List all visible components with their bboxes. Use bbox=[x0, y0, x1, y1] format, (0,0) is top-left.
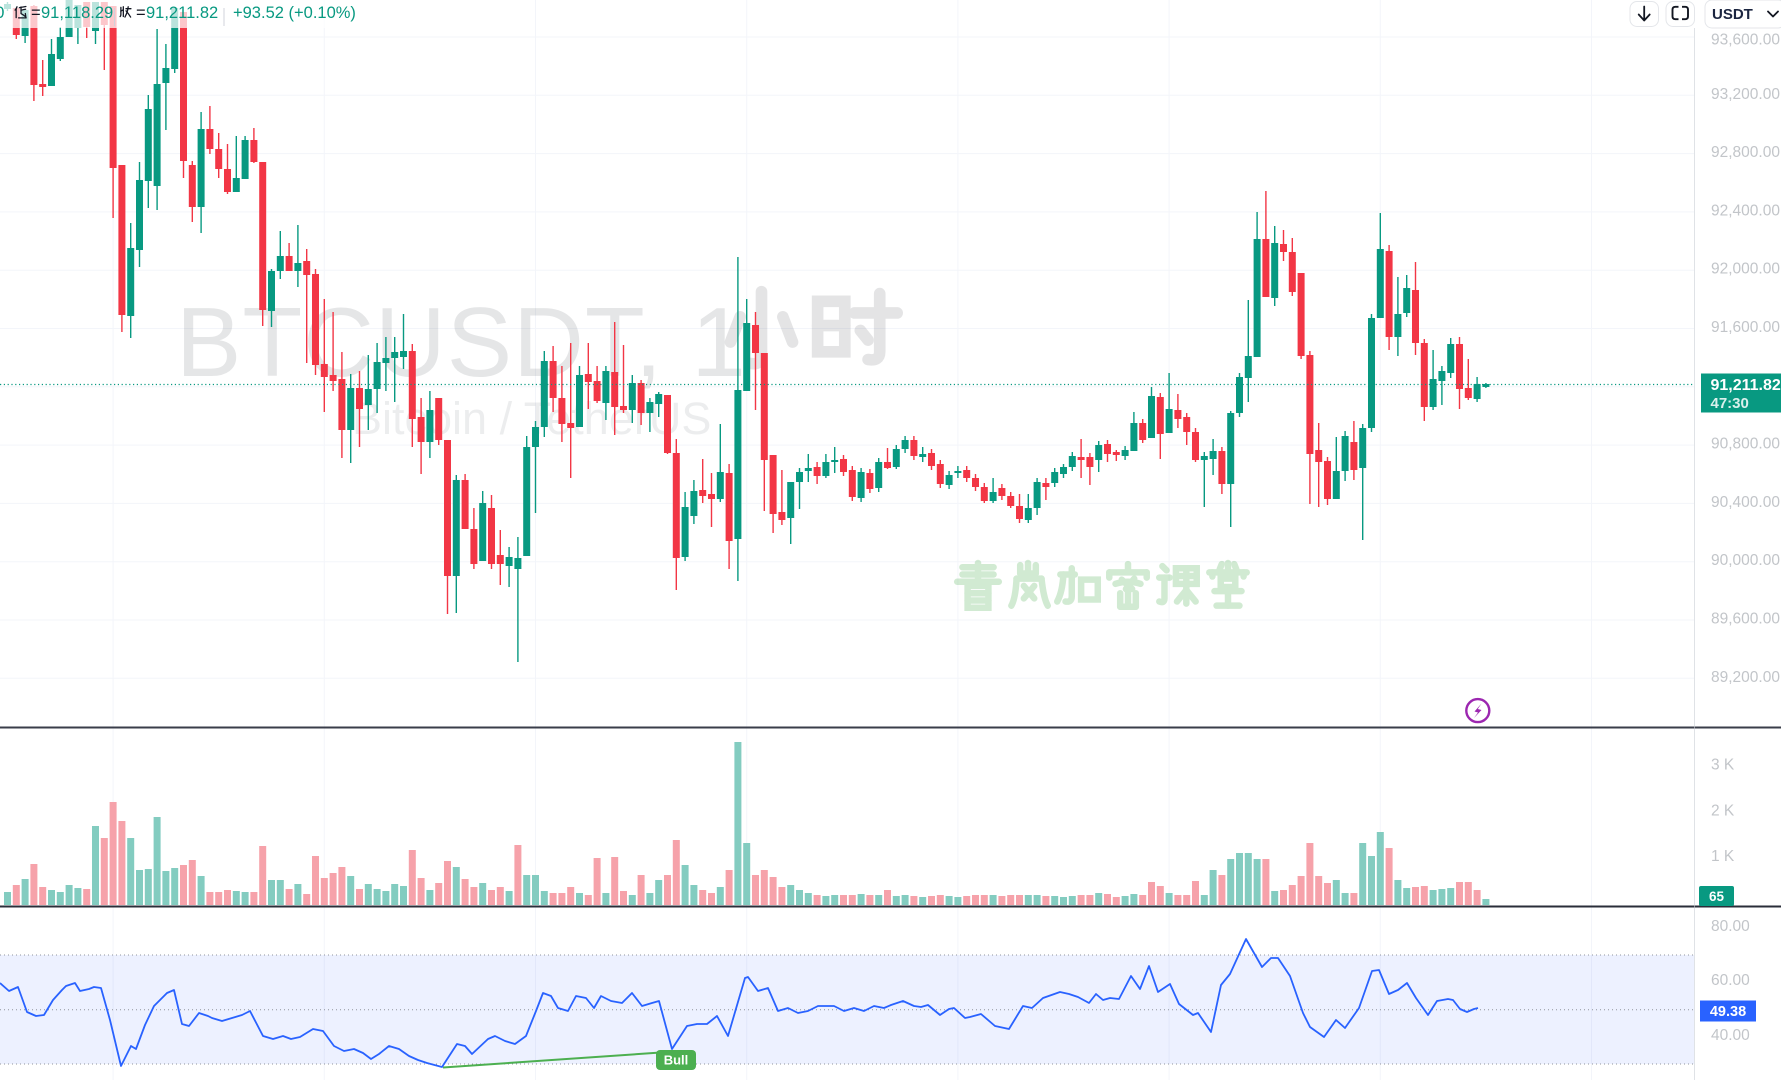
svg-text:93,600.00: 93,600.00 bbox=[1711, 32, 1780, 49]
svg-text:47:30: 47:30 bbox=[1711, 395, 1749, 412]
svg-text:1 K: 1 K bbox=[1711, 848, 1735, 865]
svg-text:91,211.82: 91,211.82 bbox=[146, 4, 218, 22]
svg-text:USDT: USDT bbox=[1712, 6, 1753, 23]
svg-text:=: = bbox=[31, 4, 41, 22]
svg-text:93,200.00: 93,200.00 bbox=[1711, 86, 1780, 103]
svg-text:89,600.00: 89,600.00 bbox=[1711, 611, 1780, 628]
svg-text:91,118.29: 91,118.29 bbox=[41, 4, 113, 22]
svg-text:90,400.00: 90,400.00 bbox=[1711, 494, 1780, 511]
svg-text:Bull: Bull bbox=[664, 1053, 689, 1068]
svg-text:92,000.00: 92,000.00 bbox=[1711, 261, 1780, 278]
svg-text:90,000.00: 90,000.00 bbox=[1711, 552, 1780, 569]
svg-text:92,800.00: 92,800.00 bbox=[1711, 144, 1780, 161]
svg-text:2 K: 2 K bbox=[1711, 803, 1735, 820]
svg-text:91,600.00: 91,600.00 bbox=[1711, 319, 1780, 336]
svg-text:80.00: 80.00 bbox=[1711, 918, 1750, 935]
svg-text:40.00: 40.00 bbox=[1711, 1027, 1750, 1044]
svg-text:49.38: 49.38 bbox=[1710, 1004, 1746, 1020]
svg-text:65: 65 bbox=[1709, 889, 1725, 904]
svg-text:60.00: 60.00 bbox=[1711, 972, 1750, 989]
svg-text:91,211.82: 91,211.82 bbox=[1711, 377, 1781, 394]
svg-text:90,800.00: 90,800.00 bbox=[1711, 436, 1780, 453]
svg-text:92,400.00: 92,400.00 bbox=[1711, 202, 1780, 219]
svg-text:=: = bbox=[136, 4, 146, 22]
svg-text:0: 0 bbox=[0, 3, 4, 22]
svg-text:+93.52 (+0.10%): +93.52 (+0.10%) bbox=[233, 4, 356, 22]
svg-text:3 K: 3 K bbox=[1711, 757, 1735, 774]
svg-text:89,200.00: 89,200.00 bbox=[1711, 669, 1780, 686]
